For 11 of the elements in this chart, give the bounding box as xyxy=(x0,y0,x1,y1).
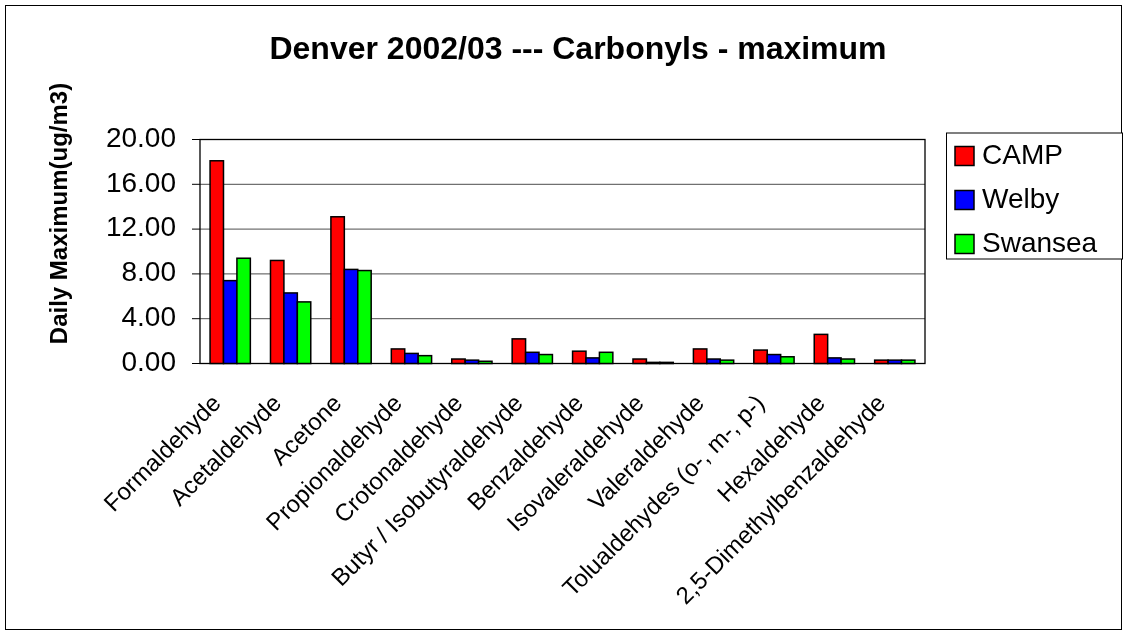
y-tick-label: 4.00 xyxy=(121,301,176,333)
legend-label: Swansea xyxy=(982,226,1098,258)
y-tick-label: 12.00 xyxy=(105,211,176,243)
legend-label: CAMP xyxy=(982,138,1063,170)
legend-label: Welby xyxy=(982,182,1060,214)
y-tick-label: 0.00 xyxy=(121,345,176,377)
y-axis-title: Daily Maximum(ug/m3) xyxy=(45,82,73,345)
y-tick-label: 20.00 xyxy=(105,121,176,153)
y-tick-label: 8.00 xyxy=(121,256,176,288)
chart-title: Denver 2002/03 --- Carbonyls - maximum xyxy=(269,30,887,67)
y-tick-label: 16.00 xyxy=(105,166,176,198)
